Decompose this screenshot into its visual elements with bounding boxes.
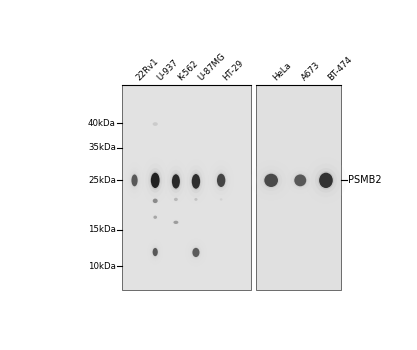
Ellipse shape [189,170,203,193]
Ellipse shape [319,173,333,188]
Ellipse shape [148,168,162,193]
Text: U-937: U-937 [155,58,180,83]
Ellipse shape [171,219,181,226]
Ellipse shape [153,248,158,256]
Text: PSMB2: PSMB2 [349,175,382,186]
Ellipse shape [151,173,160,188]
Ellipse shape [190,245,202,260]
Ellipse shape [256,166,286,195]
Ellipse shape [152,215,158,220]
Text: 35kDa: 35kDa [88,143,116,152]
Ellipse shape [192,247,200,258]
Ellipse shape [172,174,180,189]
Ellipse shape [172,220,180,225]
Text: 10kDa: 10kDa [88,262,116,271]
Ellipse shape [208,160,234,200]
Ellipse shape [152,247,158,257]
Ellipse shape [142,157,168,203]
Ellipse shape [191,173,201,190]
Bar [122,85,251,290]
Ellipse shape [294,174,306,186]
Text: HT-29: HT-29 [221,58,245,83]
Ellipse shape [192,248,199,257]
Ellipse shape [153,215,157,219]
Ellipse shape [173,197,179,202]
Ellipse shape [173,221,178,224]
Bar [256,85,342,290]
Ellipse shape [152,198,158,204]
Ellipse shape [131,174,138,186]
Text: 22Rv1: 22Rv1 [135,57,161,83]
Ellipse shape [150,171,161,190]
Ellipse shape [263,172,279,188]
Ellipse shape [130,171,140,190]
Ellipse shape [131,173,138,188]
Ellipse shape [171,173,181,190]
Ellipse shape [150,196,161,206]
Ellipse shape [220,198,223,201]
Ellipse shape [212,166,230,195]
Ellipse shape [148,240,163,264]
Ellipse shape [194,198,198,201]
Ellipse shape [151,245,159,259]
Text: HeLa: HeLa [271,61,293,83]
Ellipse shape [214,170,228,191]
Ellipse shape [305,157,347,203]
Ellipse shape [287,167,314,194]
Ellipse shape [169,170,182,193]
Ellipse shape [167,166,185,197]
Ellipse shape [183,159,208,203]
Ellipse shape [150,243,161,261]
Ellipse shape [125,162,144,198]
Ellipse shape [192,174,200,189]
Ellipse shape [291,171,310,190]
Ellipse shape [282,162,318,198]
Ellipse shape [153,122,158,126]
Ellipse shape [315,168,337,193]
Text: BT-474: BT-474 [326,55,354,83]
Text: A673: A673 [300,60,322,83]
Ellipse shape [153,198,158,203]
Ellipse shape [174,198,178,201]
Ellipse shape [251,160,292,200]
Ellipse shape [264,174,278,187]
Ellipse shape [152,122,158,126]
Ellipse shape [153,216,157,219]
Text: 15kDa: 15kDa [88,225,116,234]
Text: 25kDa: 25kDa [88,176,116,185]
Ellipse shape [194,198,198,201]
Ellipse shape [164,160,188,203]
Ellipse shape [220,198,222,201]
Text: U-87MG: U-87MG [196,51,227,83]
Ellipse shape [217,174,225,187]
Text: K-562: K-562 [176,59,199,83]
Ellipse shape [187,165,205,198]
Ellipse shape [311,163,341,197]
Ellipse shape [260,170,282,191]
Text: 40kDa: 40kDa [88,119,116,127]
Ellipse shape [293,173,307,188]
Ellipse shape [128,167,141,194]
Ellipse shape [188,242,204,262]
Ellipse shape [173,197,178,201]
Ellipse shape [173,220,179,224]
Ellipse shape [318,171,334,190]
Ellipse shape [146,163,165,197]
Ellipse shape [185,239,206,266]
Ellipse shape [151,197,159,204]
Ellipse shape [216,172,226,188]
